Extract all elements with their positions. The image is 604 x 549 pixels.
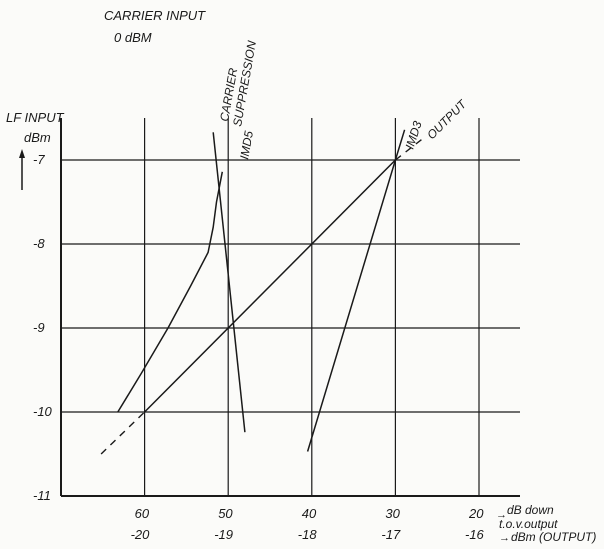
y-tick-label: -7 <box>33 152 45 167</box>
x-axis-arrow-secondary: → <box>499 532 510 544</box>
label-imd5: IMD5 <box>237 130 256 161</box>
y-axis-arrow <box>19 149 25 190</box>
x-tick-label-secondary: -19 <box>214 527 233 542</box>
x-tick-label-secondary: -16 <box>465 527 485 542</box>
tick-labels: 60 -20 50 -19 40 -18 30 -17 20 -16 -7 -8 -9 -10 -11 <box>33 152 485 542</box>
x-axis-label-primary-2: t.o.v.output <box>499 517 558 531</box>
x-axis-label-primary: dB down <box>507 503 554 517</box>
series-output <box>144 159 396 413</box>
series-imd3 <box>306 129 406 452</box>
series-output-dashed-lower <box>100 411 146 455</box>
x-tick-label-secondary: -17 <box>381 527 401 542</box>
x-tick-label-primary: 40 <box>302 506 317 521</box>
series-imd5 <box>117 171 224 413</box>
grid <box>60 118 520 497</box>
x-tick-label-primary: 60 <box>135 506 150 521</box>
y-tick-label: -9 <box>33 320 45 335</box>
series-group <box>100 129 426 455</box>
x-tick-label-primary: 50 <box>218 506 233 521</box>
header-line-2: 0 dBM <box>114 30 152 45</box>
x-tick-label-secondary: -18 <box>298 527 318 542</box>
series-carrier-suppression <box>212 132 246 433</box>
y-axis-label-line-2: dBm <box>24 130 51 145</box>
x-axis-label-secondary: dBm (OUTPUT) <box>511 530 596 544</box>
y-tick-label: -10 <box>33 404 53 419</box>
x-tick-label-secondary: -20 <box>131 527 151 542</box>
y-tick-label: -8 <box>33 236 45 251</box>
y-tick-label: -11 <box>33 488 51 503</box>
label-imd3: IMD3 <box>403 119 425 151</box>
x-tick-label-primary: 20 <box>468 506 484 521</box>
label-output: OUTPUT <box>424 96 470 142</box>
header-line-1: CARRIER INPUT <box>104 8 206 23</box>
y-axis-label-line-1: LF INPUT <box>6 110 65 125</box>
series-output-dashed-upper <box>394 135 426 161</box>
x-axis-titles: → dB down t.o.v.output → dBm (OUTPUT) <box>496 503 596 544</box>
x-tick-label-primary: 30 <box>385 506 400 521</box>
x-axis-arrow-primary: → <box>496 509 507 521</box>
